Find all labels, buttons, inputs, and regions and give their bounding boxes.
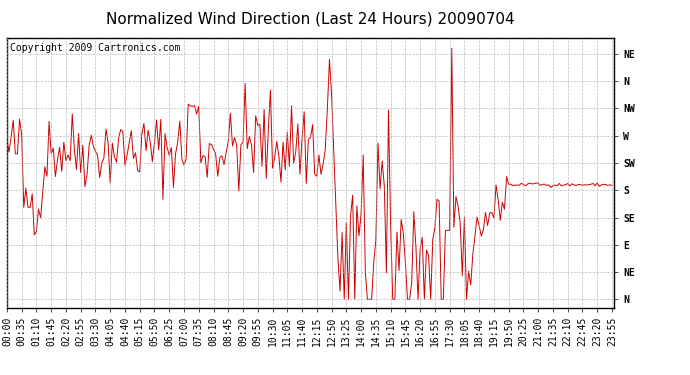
Text: Copyright 2009 Cartronics.com: Copyright 2009 Cartronics.com xyxy=(10,43,180,53)
Text: Normalized Wind Direction (Last 24 Hours) 20090704: Normalized Wind Direction (Last 24 Hours… xyxy=(106,11,515,26)
